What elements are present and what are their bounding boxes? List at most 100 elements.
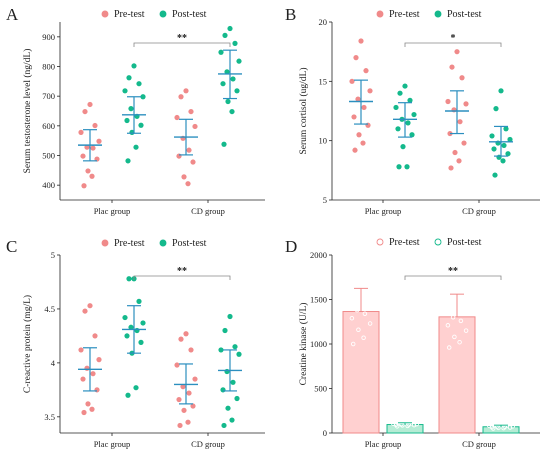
data-point xyxy=(220,387,226,393)
data-point xyxy=(178,94,184,100)
data-point xyxy=(92,333,98,339)
legend-marker xyxy=(434,10,442,18)
y-tick-label: 4 xyxy=(51,358,56,368)
legend-marker xyxy=(101,10,109,18)
panel-a: A 400 500 600 700 800 900 Plac group CD group Ser… xyxy=(6,5,265,216)
data-point xyxy=(452,334,457,340)
legend-marker xyxy=(101,239,109,247)
data-point xyxy=(125,158,131,164)
data-point xyxy=(457,119,463,125)
data-point xyxy=(122,88,128,94)
y-tick-label: 4.5 xyxy=(44,304,55,314)
data-point xyxy=(411,111,417,118)
data-point xyxy=(90,145,96,151)
data-point xyxy=(510,424,515,429)
data-point xyxy=(492,172,498,178)
data-point xyxy=(218,347,224,353)
legend-label: Post-test xyxy=(447,9,482,20)
data-point xyxy=(402,83,408,89)
data-point xyxy=(176,153,182,159)
data-point xyxy=(78,347,84,353)
data-point xyxy=(221,141,227,147)
y-tick-label: 1000 xyxy=(310,339,327,349)
data-point xyxy=(352,283,357,289)
data-point xyxy=(188,347,194,353)
data-point xyxy=(125,392,131,398)
data-point xyxy=(78,129,84,135)
data-point xyxy=(505,151,511,157)
significance-label: * xyxy=(451,33,456,44)
data-point xyxy=(80,153,86,159)
data-point xyxy=(134,327,140,334)
data-point xyxy=(461,140,467,146)
data-point xyxy=(174,114,180,121)
legend-label: Post-test xyxy=(172,238,207,249)
data-point xyxy=(350,341,356,347)
legend-label: Post-test xyxy=(447,237,482,248)
y-tick-label: 700 xyxy=(42,91,55,101)
data-point xyxy=(177,422,183,429)
legend-label: Pre-test xyxy=(114,9,145,20)
data-point xyxy=(89,406,95,412)
data-point xyxy=(192,123,198,130)
data-point xyxy=(503,126,509,132)
data-point xyxy=(230,76,236,82)
data-point xyxy=(353,55,359,61)
y-axis-label: Creatine kinase (U/L) xyxy=(298,303,309,386)
data-point xyxy=(94,387,100,393)
data-point xyxy=(361,335,366,341)
data-point xyxy=(446,345,452,350)
data-point xyxy=(87,303,93,309)
data-point xyxy=(124,117,130,124)
data-point xyxy=(234,88,240,94)
data-point xyxy=(236,351,242,357)
data-point xyxy=(370,304,375,309)
data-point xyxy=(218,49,224,55)
panel-b: B 5 10 15 20 Plac group CD group Serum cortisol… xyxy=(285,5,540,216)
data-point xyxy=(354,307,360,313)
x-tick-label: CD group xyxy=(462,206,496,216)
data-point xyxy=(133,144,139,150)
data-point xyxy=(443,306,448,311)
data-point xyxy=(96,357,102,363)
data-point xyxy=(347,299,352,305)
y-tick-label: 3.5 xyxy=(44,412,55,422)
data-point xyxy=(491,146,497,152)
data-point xyxy=(183,331,189,337)
data-point xyxy=(133,385,139,391)
bar xyxy=(438,316,476,434)
y-tick-label: 1500 xyxy=(310,295,327,305)
data-point xyxy=(452,149,458,156)
data-point xyxy=(87,101,93,108)
data-point xyxy=(225,405,231,411)
data-point xyxy=(90,371,96,377)
data-point xyxy=(445,98,451,105)
data-point xyxy=(230,379,236,385)
data-point xyxy=(445,323,451,328)
data-point xyxy=(449,64,455,70)
y-tick-label: 10 xyxy=(319,136,328,146)
panel-d: D 0 500 1000 1500 2000 Plac group CD group Creat… xyxy=(285,237,540,449)
significance-label: ** xyxy=(448,266,458,277)
significance-bracket xyxy=(404,42,502,47)
data-point xyxy=(459,75,465,81)
data-point xyxy=(92,122,98,129)
y-axis-label: C-reactive protein (mg/L) xyxy=(22,295,33,393)
data-point xyxy=(131,63,137,69)
data-point xyxy=(82,308,88,314)
data-point xyxy=(190,403,196,409)
data-point xyxy=(507,425,513,430)
data-point xyxy=(454,49,460,55)
data-point xyxy=(140,94,146,100)
data-point xyxy=(81,409,87,416)
data-point xyxy=(89,173,95,179)
data-point xyxy=(463,328,469,333)
data-point xyxy=(96,138,102,144)
data-point xyxy=(181,174,187,180)
data-point xyxy=(362,311,368,316)
data-point xyxy=(126,75,132,81)
y-tick-label: 0 xyxy=(323,428,327,438)
panel-letter: A xyxy=(6,5,19,24)
data-point xyxy=(232,344,238,350)
